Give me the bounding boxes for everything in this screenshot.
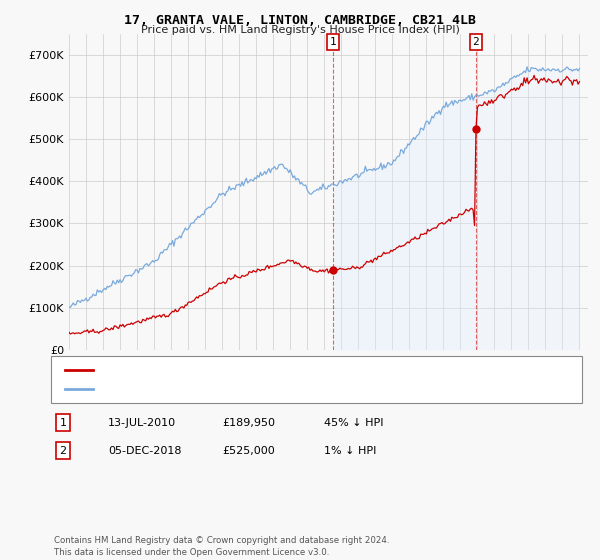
Text: 13-JUL-2010: 13-JUL-2010	[108, 418, 176, 428]
Text: 1% ↓ HPI: 1% ↓ HPI	[324, 446, 376, 456]
Text: 45% ↓ HPI: 45% ↓ HPI	[324, 418, 383, 428]
Text: 17, GRANTA VALE, LINTON, CAMBRIDGE, CB21 4LB (detached house): 17, GRANTA VALE, LINTON, CAMBRIDGE, CB21…	[97, 365, 456, 375]
Text: 17, GRANTA VALE, LINTON, CAMBRIDGE, CB21 4LB: 17, GRANTA VALE, LINTON, CAMBRIDGE, CB21…	[124, 14, 476, 27]
Text: 2: 2	[59, 446, 67, 456]
Text: 2: 2	[473, 37, 479, 47]
Text: £189,950: £189,950	[222, 418, 275, 428]
Text: Contains HM Land Registry data © Crown copyright and database right 2024.
This d: Contains HM Land Registry data © Crown c…	[54, 536, 389, 557]
Text: 1: 1	[59, 418, 67, 428]
Text: HPI: Average price, detached house, South Cambridgeshire: HPI: Average price, detached house, Sout…	[97, 384, 407, 394]
Text: £525,000: £525,000	[222, 446, 275, 456]
Text: 05-DEC-2018: 05-DEC-2018	[108, 446, 182, 456]
Text: Price paid vs. HM Land Registry's House Price Index (HPI): Price paid vs. HM Land Registry's House …	[140, 25, 460, 35]
Text: 1: 1	[329, 37, 336, 47]
